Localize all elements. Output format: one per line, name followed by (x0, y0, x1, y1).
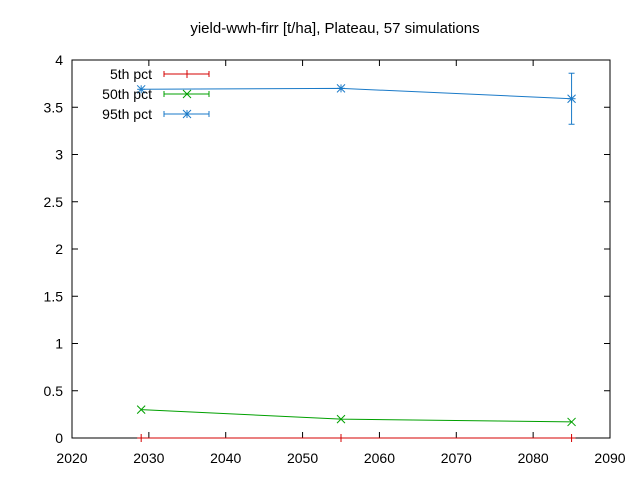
y-tick-label: 1.5 (44, 288, 64, 304)
y-tick-label: 4 (55, 52, 63, 68)
x-tick-label: 2060 (364, 450, 395, 466)
legend-label: 5th pct (110, 66, 152, 82)
x-tick-label: 2070 (441, 450, 472, 466)
chart-title: yield-wwh-firr [t/ha], Plateau, 57 simul… (190, 20, 480, 37)
legend-marker (182, 89, 192, 99)
legend-entry-3: 95th pct (102, 106, 210, 122)
x-tick-label: 2030 (133, 450, 164, 466)
legend-label: 50th pct (102, 86, 152, 102)
y-tick-label: 2.5 (44, 194, 64, 210)
y-tick-label: 2 (55, 241, 63, 257)
data-point (567, 417, 576, 427)
x-tick-label: 2040 (210, 450, 241, 466)
x-tick-label: 2020 (56, 450, 87, 466)
series-1 (137, 434, 576, 442)
data-point (567, 434, 576, 442)
y-tick-label: 1 (55, 336, 63, 352)
x-tick-label: 2050 (287, 450, 318, 466)
data-point (567, 94, 576, 104)
data-point (136, 84, 146, 94)
data-point (336, 414, 346, 424)
x-tick-label: 2080 (518, 450, 549, 466)
series-line (141, 409, 572, 423)
legend-entry-1: 5th pct (110, 66, 210, 82)
data-point (137, 434, 146, 442)
plot-frame (71, 59, 611, 439)
series-3 (136, 72, 576, 125)
legend-label: 95th pct (102, 106, 152, 122)
x-tick-label: 2090 (594, 450, 625, 466)
data-point (336, 83, 346, 93)
legend-marker (183, 70, 191, 78)
y-tick-label: 0.5 (44, 383, 64, 399)
y-tick-label: 3.5 (44, 99, 64, 115)
legend-entry-2: 50th pct (102, 86, 210, 102)
data-point (136, 405, 146, 415)
y-tick-label: 0 (55, 430, 63, 446)
series-2 (136, 405, 576, 427)
y-tick-label: 3 (55, 147, 63, 163)
legend-marker (182, 109, 192, 119)
data-point (337, 434, 345, 442)
